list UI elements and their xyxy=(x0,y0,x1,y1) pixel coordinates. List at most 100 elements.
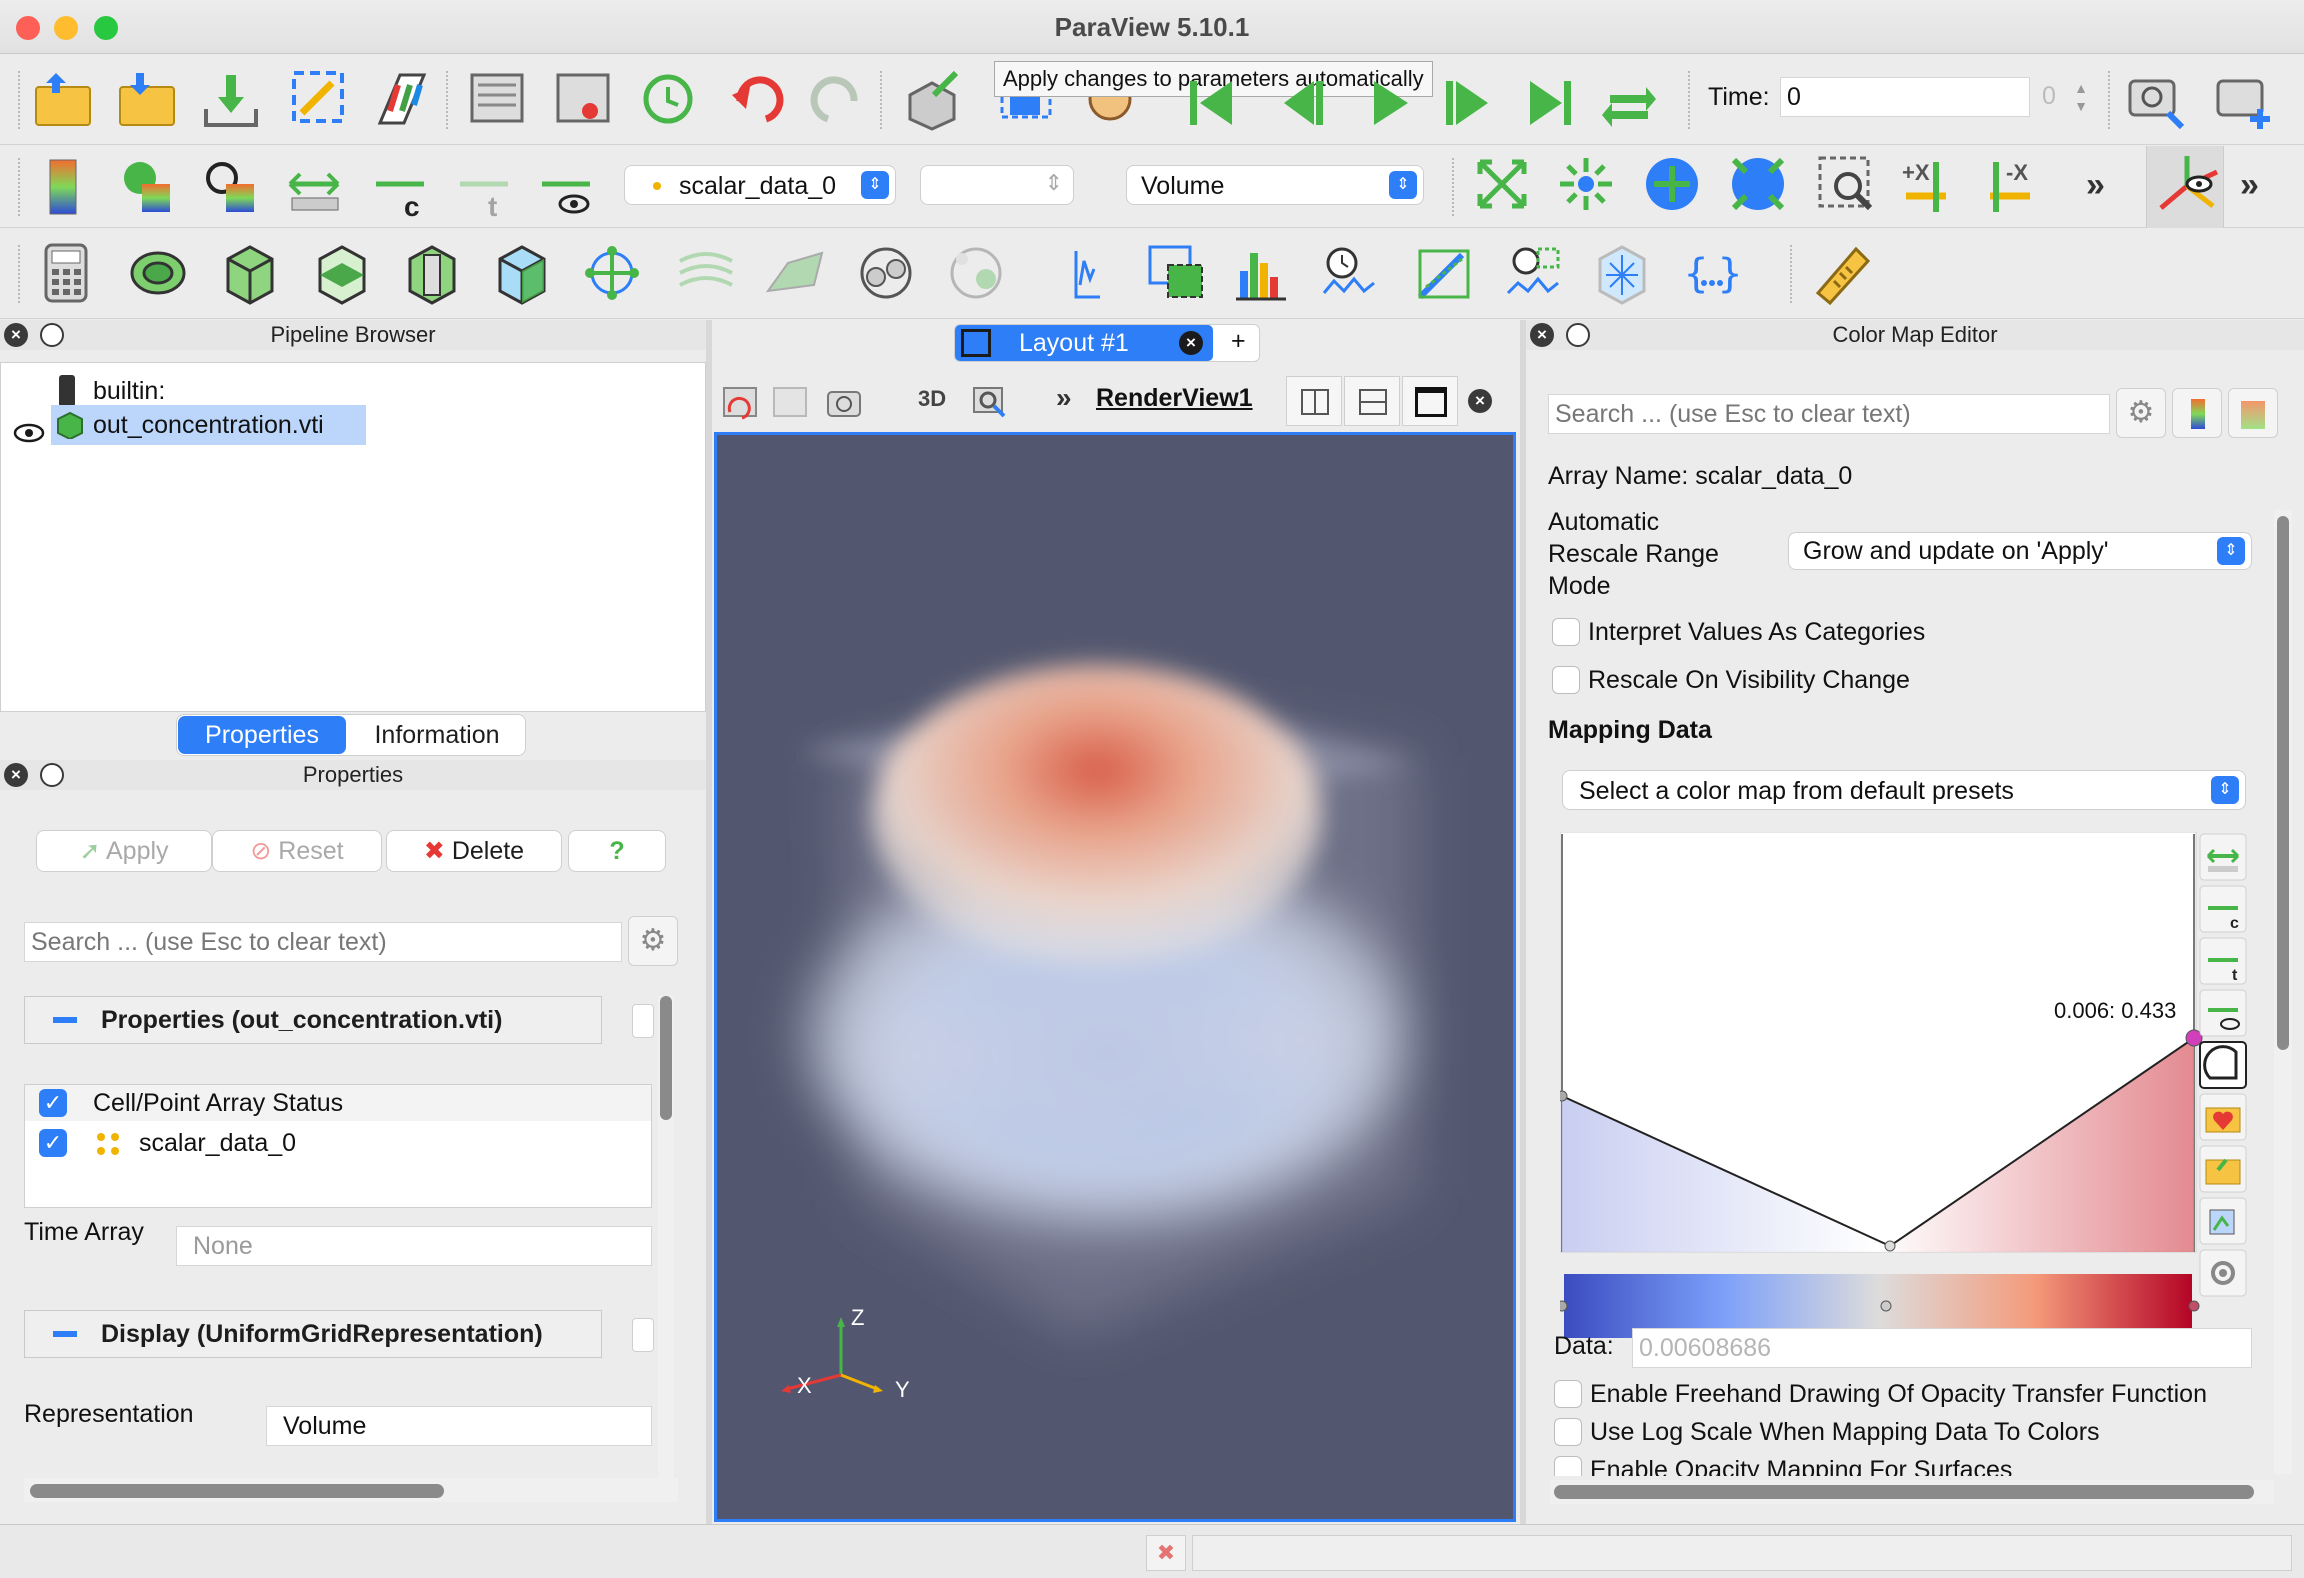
time-input[interactable]: 0 xyxy=(1780,77,2030,117)
main-toolbar: Apply changes to parameters automaticall… xyxy=(0,55,2304,145)
float-panel-icon[interactable] xyxy=(1566,323,1590,347)
reset-button[interactable]: ⊘ Reset xyxy=(212,830,382,872)
copy-icon-2[interactable] xyxy=(632,1318,654,1352)
previous-frame-icon xyxy=(1284,81,1323,125)
close-view-icon[interactable]: × xyxy=(1468,389,1492,413)
time-array-select[interactable]: None xyxy=(176,1226,652,1266)
zoom-window-button[interactable] xyxy=(94,16,118,40)
component-select[interactable]: ⇕ xyxy=(920,165,1074,205)
split-vertical-button[interactable] xyxy=(1344,376,1400,426)
array-status-header-row xyxy=(25,1085,651,1121)
section-properties[interactable]: Properties (out_concentration.vti) xyxy=(24,996,602,1044)
data-value-input[interactable]: 0.00608686 xyxy=(1632,1328,2252,1368)
log-scale-checkbox[interactable] xyxy=(1554,1418,1582,1446)
close-panel-icon[interactable]: × xyxy=(1530,323,1554,347)
close-tab-icon[interactable]: × xyxy=(1179,331,1203,355)
split-view-controls: × xyxy=(1286,376,1498,426)
slice-icon xyxy=(318,245,366,305)
last-frame-icon xyxy=(1530,81,1571,125)
properties-header: Properties xyxy=(0,760,706,790)
section-display[interactable]: Display (UniformGridRepresentation) xyxy=(24,1310,602,1358)
splitter-left[interactable] xyxy=(706,320,712,1524)
server-icon xyxy=(59,375,75,407)
properties-vscrollbar[interactable] xyxy=(658,996,674,1496)
reset-label: Reset xyxy=(278,837,344,865)
gear-icon[interactable]: ⚙ xyxy=(628,916,678,966)
float-panel-icon[interactable] xyxy=(40,323,64,347)
array-select[interactable]: scalar_data_0 ⇕ xyxy=(624,165,896,205)
spreadsheet-icon xyxy=(556,73,610,123)
transfer-function-editor[interactable]: 0.006: 0.433 xyxy=(1556,831,2230,1552)
edit-legend-button[interactable] xyxy=(2228,388,2278,438)
zoom-camera-icon[interactable] xyxy=(970,382,1010,422)
tab-information[interactable]: Information xyxy=(374,721,500,749)
close-panel-icon[interactable]: × xyxy=(4,763,28,787)
rescale-mode-label: Automatic Rescale Range Mode xyxy=(1548,508,1719,600)
maximize-view-button[interactable] xyxy=(1402,376,1458,426)
colormap-hscrollbar[interactable] xyxy=(1550,1480,2274,1504)
panel-tabs: Properties Information xyxy=(176,714,526,756)
gear-icon[interactable]: ⚙ xyxy=(2116,388,2166,438)
control-point-readout: 0.006: 0.433 xyxy=(2054,998,2177,1023)
properties-hscrollbar[interactable] xyxy=(24,1478,678,1502)
set-view-direction-plus-x-icon: +X xyxy=(1902,160,1946,212)
svg-text:{: { xyxy=(1684,251,1708,297)
minimize-window-button[interactable] xyxy=(54,16,78,40)
pipeline-browser-header: Pipeline Browser xyxy=(0,320,706,350)
delete-button[interactable]: ✖ Delete xyxy=(386,830,562,872)
extract-selection-icon xyxy=(1506,247,1560,295)
toggle-3d-button[interactable]: 3D xyxy=(918,386,947,411)
select-arrow-icon: ⇕ xyxy=(1044,170,1063,195)
output-messages-icon[interactable]: ✖ xyxy=(1146,1535,1186,1571)
preset-select-value: Select a color map from default presets xyxy=(1579,777,2014,805)
colormap-search-input[interactable]: Search ... (use Esc to clear text) xyxy=(1548,394,2110,434)
pipeline-item-builtin[interactable]: builtin: xyxy=(93,377,166,405)
apply-button[interactable]: ➚ Apply xyxy=(36,830,212,872)
color-legend-toggle[interactable] xyxy=(2172,388,2222,438)
freehand-checkbox[interactable] xyxy=(1554,1380,1582,1408)
zoom-closest-icon xyxy=(1646,158,1698,210)
toolbar-overflow-button[interactable]: » xyxy=(2086,166,2105,204)
split-horizontal-button[interactable] xyxy=(1286,376,1342,426)
pipeline-item-selected[interactable]: out_concentration.vti xyxy=(51,405,366,445)
layout-icon xyxy=(961,329,991,357)
add-layout-tab-button[interactable]: + xyxy=(1231,327,1246,355)
array-checkbox[interactable]: ✓ xyxy=(39,1129,67,1157)
toolbar-overflow-button-2[interactable]: » xyxy=(2240,166,2259,204)
colormap-vscrollbar[interactable] xyxy=(2274,510,2292,1474)
interpret-categories-checkbox[interactable] xyxy=(1552,618,1580,646)
rescale-visible-icon xyxy=(2199,989,2247,1037)
orientation-axes-toggle[interactable] xyxy=(2146,146,2224,228)
array-name-label: Array Name: scalar_data_0 xyxy=(1548,462,1853,490)
time-stepper[interactable]: ▲ ▼ xyxy=(2074,80,2088,114)
svg-text:t: t xyxy=(488,191,497,220)
properties-search-input[interactable]: Search ... (use Esc to clear text) xyxy=(24,922,622,962)
splitter-right[interactable] xyxy=(1520,320,1526,1524)
representation-select[interactable]: Volume ⇕ xyxy=(1126,165,1424,205)
volume-rendering xyxy=(797,665,1417,1335)
view-name-button[interactable]: RenderView1 xyxy=(1096,384,1253,412)
rescale-visibility-checkbox[interactable] xyxy=(1552,666,1580,694)
close-panel-icon[interactable]: × xyxy=(4,323,28,347)
tab-layout-1[interactable]: Layout #1 × xyxy=(955,325,1213,361)
file-toolbar-icons xyxy=(35,71,427,127)
close-window-button[interactable] xyxy=(16,16,40,40)
axes-visibility-icon xyxy=(2159,156,2219,210)
view-menu-chevron[interactable]: » xyxy=(1056,382,1072,413)
representation-select[interactable]: Volume xyxy=(266,1406,652,1446)
capture-view-icon xyxy=(827,391,861,417)
apply-tooltip: Apply changes to parameters automaticall… xyxy=(994,61,1433,97)
preset-select[interactable]: Select a color map from default presets … xyxy=(1562,770,2246,810)
orientation-axes xyxy=(781,1317,883,1393)
redo-icon xyxy=(810,76,858,123)
help-button[interactable]: ? xyxy=(568,830,666,872)
array-status-all-checkbox[interactable]: ✓ xyxy=(39,1089,67,1117)
tab-properties[interactable]: Properties xyxy=(178,716,346,754)
rescale-mode-select[interactable]: Grow and update on 'Apply' ⇕ xyxy=(1788,532,2252,570)
loop-icon xyxy=(1602,87,1656,127)
render-view[interactable]: Z X Y xyxy=(714,432,1516,1522)
copy-icon[interactable] xyxy=(632,1004,654,1038)
opacity-surfaces-checkbox[interactable] xyxy=(1554,1456,1582,1476)
float-panel-icon[interactable] xyxy=(40,763,64,787)
eye-visibility-icon[interactable] xyxy=(13,421,45,445)
